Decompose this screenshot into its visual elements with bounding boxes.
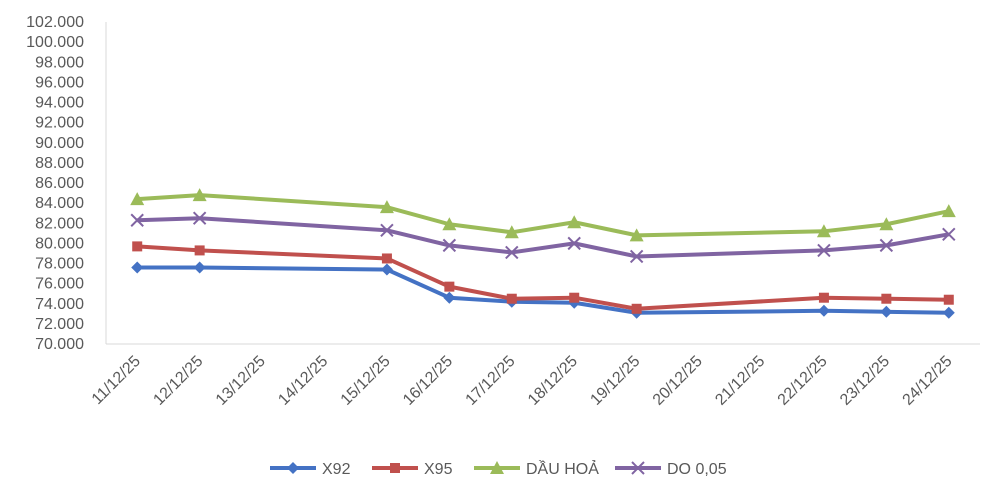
x-tick-label: 17/12/25: [463, 353, 519, 409]
data-point: [879, 217, 894, 231]
data-point: [506, 293, 517, 304]
data-point: [192, 211, 207, 225]
x-tick-label: 14/12/25: [275, 353, 331, 409]
series-line: [137, 265, 949, 315]
x-tick-label: 20/12/25: [650, 353, 706, 409]
data-point: [942, 306, 955, 319]
x-tick-label: 23/12/25: [837, 353, 893, 409]
data-point: [379, 200, 394, 214]
x-tick-label: 15/12/25: [338, 353, 394, 409]
series-line: [137, 244, 949, 311]
x-tick-label: 22/12/25: [775, 353, 831, 409]
y-tick-label: 80.000: [35, 235, 84, 252]
data-point: [132, 241, 143, 252]
y-tick-label: 100.000: [26, 34, 84, 51]
data-point: [567, 236, 581, 251]
y-tick-label: 76.000: [35, 276, 84, 293]
data-point: [131, 261, 144, 274]
data-point: [880, 305, 893, 318]
legend-item: X92: [270, 461, 351, 478]
data-point: [380, 223, 394, 238]
legend-marker: [490, 461, 504, 474]
series-line: [137, 216, 950, 259]
data-point: [881, 293, 892, 304]
series-1: [132, 241, 954, 314]
data-point: [631, 303, 642, 314]
series-layer: [130, 188, 956, 319]
data-point: [443, 291, 456, 304]
y-tick-label: 72.000: [35, 316, 84, 333]
series-0: [131, 261, 955, 319]
data-point: [130, 192, 145, 206]
x-tick-label: 13/12/25: [213, 353, 269, 409]
data-point: [193, 261, 206, 274]
x-tick-label: 19/12/25: [587, 353, 643, 409]
legend-item: DO 0,05: [615, 461, 727, 478]
x-tick-label: 11/12/25: [89, 353, 144, 408]
legend-item: DẦU HOẢ: [474, 459, 599, 478]
y-tick-label: 92.000: [35, 115, 84, 132]
legend-label: DO 0,05: [667, 461, 727, 478]
x-tick-label: 24/12/25: [900, 353, 956, 409]
legend-marker: [631, 461, 645, 475]
x-tick-label: 16/12/25: [400, 353, 456, 409]
x-tick-label: 21/12/25: [712, 353, 768, 409]
data-point: [567, 215, 582, 229]
data-point: [817, 304, 830, 317]
series-line: [137, 193, 950, 238]
y-tick-label: 82.000: [35, 215, 84, 232]
data-point: [381, 253, 392, 264]
data-point: [192, 188, 207, 202]
y-tick-label: 88.000: [35, 155, 84, 172]
data-point: [818, 292, 829, 303]
data-point: [444, 281, 455, 292]
legend: X92 X95 DẦU HOẢ DO 0,05: [270, 459, 727, 478]
series-2: [130, 188, 956, 242]
data-point: [943, 294, 954, 305]
data-point: [629, 249, 644, 264]
legend-label: DẦU HOẢ: [526, 459, 599, 478]
data-point: [442, 217, 457, 231]
data-point: [194, 245, 205, 256]
data-point: [941, 204, 956, 218]
data-point: [505, 245, 519, 260]
data-point: [879, 238, 894, 253]
y-tick-label: 90.000: [35, 135, 84, 152]
data-point: [816, 224, 831, 238]
data-point: [130, 213, 144, 227]
y-tick-label: 70.000: [35, 336, 84, 353]
x-tick-label: 12/12/25: [150, 353, 206, 409]
data-point: [504, 225, 519, 239]
data-point: [942, 227, 956, 242]
y-tick-label: 96.000: [35, 74, 84, 91]
y-tick-label: 84.000: [35, 195, 84, 212]
data-point: [629, 228, 644, 242]
legend-label: X92: [322, 461, 351, 478]
legend-marker: [390, 463, 400, 473]
legend-item: X95: [372, 461, 453, 478]
y-tick-label: 78.000: [35, 256, 84, 273]
data-point: [442, 238, 457, 253]
x-axis-labels: 11/12/25 12/12/25 13/12/25 14/12/25 15/12/25…: [89, 353, 956, 409]
x-tick-label: 18/12/25: [525, 353, 581, 409]
legend-marker: [287, 462, 299, 474]
data-point: [569, 292, 580, 303]
y-tick-label: 102.000: [26, 14, 84, 31]
y-tick-label: 74.000: [35, 296, 84, 313]
data-point: [380, 263, 393, 276]
y-tick-label: 98.000: [35, 54, 84, 71]
data-point: [817, 243, 831, 258]
series-3: [130, 211, 956, 264]
y-tick-label: 94.000: [35, 95, 84, 112]
y-axis-labels: 70.000 72.000 74.000 76.000 78.000 80.000 82.0…: [26, 14, 84, 353]
y-tick-label: 86.000: [35, 175, 84, 192]
legend-label: X95: [424, 461, 453, 478]
